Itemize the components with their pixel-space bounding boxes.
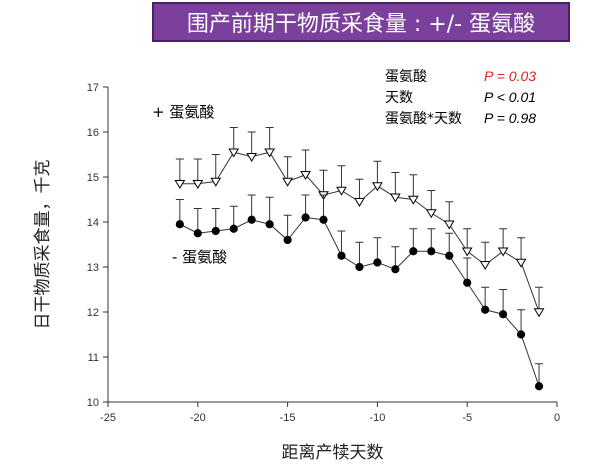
data-point [497,247,509,257]
data-point [479,260,491,271]
data-point [319,215,328,224]
title-banner: 围产前期干物质采食量 : +/- 蛋氨酸 [152,2,570,42]
x-tick-label: -25 [100,412,116,424]
data-point [282,177,293,187]
data-point [174,179,186,190]
x-tick-label: 0 [554,412,560,424]
series-layer [174,127,545,391]
data-point [461,247,473,257]
x-tick-label: -15 [280,412,296,424]
data-point [337,251,346,260]
data-point [425,209,437,219]
data-point [354,197,365,208]
stat-label-days: 天数 [385,90,413,106]
chart-title: 围产前期干物质采食量 : +/- 蛋氨酸 [186,12,536,37]
x-tick-label: -10 [369,412,385,424]
x-axis-label: 距离产犊天数 [282,443,384,463]
x-tick-label: -5 [462,412,472,424]
legend-plus-methionine: + 蛋氨酸 [152,103,214,121]
data-point [211,226,220,236]
data-point [246,152,258,163]
x-tick-label: -20 [190,412,206,424]
data-point [409,247,418,256]
data-point [264,148,276,158]
y-tick-label: 16 [87,127,99,139]
data-point [533,308,545,318]
data-point [427,247,436,256]
data-point [373,258,382,267]
stat-p-interaction: P = 0.98 [484,110,536,126]
series-plus-methionine [174,127,545,318]
data-point [355,262,364,272]
data-point [229,224,238,233]
y-tick-label: 13 [87,262,99,274]
data-point [389,193,401,203]
stat-label-interaction: 蛋氨酸*天数 [385,111,462,127]
data-point [301,213,310,222]
data-point [247,215,256,224]
stat-label-methionine: 蛋氨酸 [385,69,427,85]
data-point [481,305,490,314]
data-point [192,179,204,190]
y-tick-label: 14 [87,217,99,229]
data-point [443,220,455,230]
data-point [516,330,526,339]
y-tick-label: 17 [87,82,99,94]
y-ticks: 10 11 12 13 14 15 16 17 [87,82,108,409]
y-tick-label: 10 [87,397,99,409]
x-ticks: -25 -20 -15 -10 -5 0 [100,402,560,424]
data-point [210,177,222,187]
data-point [534,382,544,391]
data-point [515,258,527,268]
data-point [265,220,274,229]
legend-minus-methionine: - 蛋氨酸 [172,248,227,266]
data-point [445,251,454,260]
stat-p-methionine: P = 0.03 [484,68,536,84]
data-point [407,195,419,205]
data-point [300,170,311,181]
data-point [391,265,400,274]
stat-p-days: P < 0.01 [484,89,536,105]
data-point [499,310,508,319]
y-tick-label: 12 [87,307,99,319]
data-point [463,278,472,287]
axes [107,87,557,403]
y-tick-label: 15 [87,172,99,184]
data-point [372,182,383,192]
data-point [228,148,240,158]
series-minus-methionine [175,194,544,391]
stats-block: 蛋氨酸 P = 0.03 天数 P < 0.01 蛋氨酸*天数 P = 0.98 [385,68,536,127]
data-point [175,220,184,229]
y-axis-label: 日干物质采食量，千克 [33,160,53,330]
data-point [336,186,347,196]
data-point [283,235,292,245]
data-point [193,229,202,238]
y-tick-label: 11 [88,352,99,364]
